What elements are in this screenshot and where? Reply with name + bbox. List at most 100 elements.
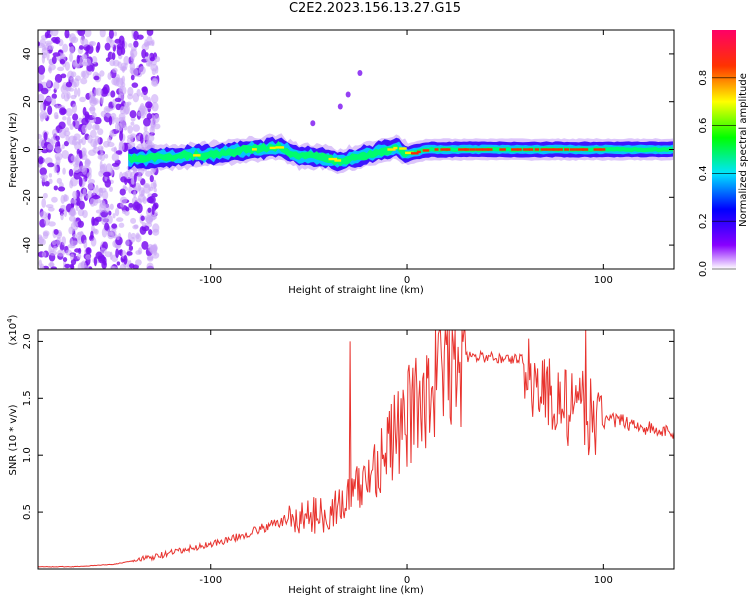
spectrogram-speckle: [87, 172, 92, 180]
spectrogram-speckle: [73, 170, 81, 180]
spectrogram-speckle: [51, 93, 57, 100]
spectrogram-speckle: [83, 239, 88, 249]
spectrogram-speckle: [136, 88, 141, 97]
spectrogram-speckle: [76, 253, 82, 260]
spectrogram-speckle: [42, 231, 49, 240]
spectrogram-speckle: [70, 264, 75, 269]
figure-title: C2E2.2023.156.13.27.G15: [288, 1, 462, 16]
spectrogram-speckle: [110, 90, 116, 98]
spectrogram-speckle: [88, 149, 97, 156]
spectrogram-speckle: [119, 196, 128, 204]
spectrogram-speckle: [70, 71, 77, 78]
spectrogram-speckle: [133, 30, 139, 41]
spectrogram-speckle: [41, 178, 48, 183]
spectrogram-speckle: [78, 138, 83, 144]
spectrogram-speckle: [121, 65, 125, 73]
spectrogram-speckle: [146, 30, 154, 37]
spectrogram-speckle: [71, 103, 78, 114]
spectrogram-speckle: [81, 124, 88, 134]
spectrogram-speckle: [62, 257, 68, 263]
spectrogram-speckle: [72, 190, 78, 199]
spectrogram-speckle: [123, 55, 130, 66]
spectrogram-speckle: [132, 124, 141, 132]
spectrogram-speckle: [130, 217, 137, 224]
spectrogram-speckle: [41, 198, 47, 208]
spectrogram-speckle: [38, 236, 44, 245]
spectrogram-speckle: [140, 215, 145, 221]
spectrogram-speckle: [64, 61, 70, 71]
spectrogram-speckle: [64, 263, 71, 269]
snr-x-label: Height of straight line (km): [288, 585, 424, 596]
spectrogram-speckle: [144, 39, 148, 48]
spectrogram-ridge-band: [128, 140, 674, 167]
spectrogram-speckle: [127, 93, 134, 100]
spectrogram-speckle: [119, 188, 126, 196]
spectrogram-speckle: [129, 263, 135, 269]
y-tick-label: 20: [22, 95, 33, 108]
spectrogram-image: [38, 30, 674, 269]
spectrogram-speckle: [107, 72, 112, 80]
spectrogram-speckle: [38, 83, 44, 92]
spectrogram-speckle: [38, 72, 45, 81]
spectrogram-ridge-peak: [511, 148, 519, 151]
spectrogram-ridge-peak: [434, 148, 439, 151]
spectrogram-x-label: Height of straight line (km): [288, 285, 424, 296]
spectrogram-speckle: [123, 124, 128, 131]
spectrogram-speckle: [147, 207, 152, 213]
spectrogram-speckle: [47, 206, 55, 212]
spectrogram-speckle: [130, 121, 135, 126]
spectrogram-speckle: [153, 114, 160, 124]
spectrogram-ridge-peak: [475, 148, 484, 151]
x-tick-label: -100: [199, 275, 222, 286]
spectrogram-speckle: [140, 92, 144, 98]
spectrogram-speckle: [81, 165, 88, 175]
spectrogram-speckle: [82, 188, 87, 197]
spectrogram-speckle: [114, 208, 120, 217]
spectrogram-speckle: [64, 30, 70, 39]
spectrogram-speckle: [151, 77, 159, 86]
spectrogram-speckle: [95, 87, 103, 96]
spectrogram-y-ticks: -40 -20 0 20 40: [22, 48, 674, 253]
spectrogram-speckle: [151, 205, 155, 216]
spectrogram-speckle: [113, 31, 118, 37]
spectrogram-speckle: [141, 222, 146, 228]
spectrogram-speckle: [150, 182, 157, 189]
spectrogram-ridge-peak: [552, 148, 559, 151]
spectrogram-speckle: [78, 200, 85, 210]
spectrogram-speckle: [99, 160, 103, 171]
spectrogram-speckle: [149, 214, 157, 220]
spectrogram-speckle: [109, 203, 114, 210]
spectrogram-ridge-peak: [269, 146, 276, 150]
spectrogram-speckle: [52, 245, 58, 251]
spectrogram-speckle: [100, 110, 107, 118]
spectrogram-speckle: [130, 67, 139, 77]
spectrogram-speckle: [38, 133, 43, 140]
spectrogram-speckle: [74, 248, 81, 253]
spectrogram-speckle: [149, 244, 157, 254]
spectrogram-speckle: [50, 266, 58, 269]
spectrogram-speckle: [95, 209, 103, 214]
spectrogram-speckle: [78, 56, 85, 66]
spectrogram-speckle: [44, 31, 49, 39]
spectrogram-speckle: [65, 81, 73, 88]
spectrogram-speckle: [56, 236, 62, 247]
spectrogram-speckle: [130, 74, 135, 81]
spectrogram-speckle: [65, 107, 73, 117]
spectrogram-speckle: [54, 152, 63, 161]
spectrogram-speckle: [99, 70, 105, 77]
spectrogram-speckle: [48, 45, 54, 50]
spectrogram-speckle: [81, 117, 89, 126]
spectrogram-speckle: [57, 249, 65, 257]
spectrogram-speckle: [39, 167, 47, 176]
spectrogram-speckle: [48, 262, 55, 267]
colorbar-tick-label: 0.4: [698, 165, 709, 181]
spectrogram-speckle: [61, 149, 70, 159]
spectrogram-speckle: [59, 107, 67, 116]
spectrogram-speckle: [111, 162, 120, 167]
spectrogram-speckle: [149, 121, 157, 128]
spectrogram-speckle: [86, 122, 93, 131]
spectrogram-speckle: [101, 190, 109, 200]
spectrogram-speckle: [87, 134, 93, 144]
spectrogram-speckle: [77, 231, 84, 236]
spectrogram-speckle: [151, 101, 159, 112]
